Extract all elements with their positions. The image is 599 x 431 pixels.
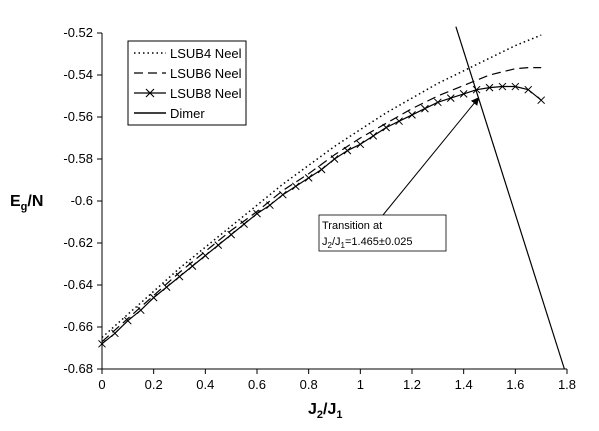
series-layer (98, 26, 565, 370)
series-line-dimer (455, 26, 565, 370)
legend-label-lsub4: LSUB4 Neel (170, 46, 242, 61)
legend-label-lsub8: LSUB8 Neel (170, 86, 242, 101)
transition-annotation: Transition at J2/J1=1.465±0.025 (318, 97, 480, 252)
y-axis-title: Eg/N (10, 193, 43, 213)
series-line-lsub4-neel (101, 34, 542, 339)
legend-item-lsub6: LSUB6 Neel (134, 66, 242, 81)
series-point-lsub8-neel (227, 230, 236, 239)
x-tick-label: 1 (357, 377, 364, 392)
series-line-lsub6-neel (101, 66, 542, 343)
series-point-lsub8-neel (459, 90, 468, 98)
series-point-lsub8-neel (511, 82, 520, 91)
legend: LSUB4 Neel LSUB6 Neel LSUB8 Neel Dimer (127, 40, 247, 126)
series-point-lsub8-neel (188, 262, 197, 270)
annotation-arrow (382, 97, 480, 216)
annotation-line2: J2/J1=1.465±0.025 (322, 236, 412, 250)
y-axis-title-main: E (10, 193, 21, 210)
y-axis-title-sub: g (21, 201, 28, 213)
y-tick-label: -0.64 (63, 277, 93, 292)
legend-label-lsub6: LSUB6 Neel (170, 66, 242, 81)
series-point-lsub8-neel (524, 85, 533, 94)
x-axis-title-sub1: 2 (317, 409, 323, 421)
annotation-line1: Transition at (322, 220, 382, 232)
x-tick-label: 1.8 (558, 377, 576, 392)
annotation-j2-sub: 2 (328, 241, 333, 250)
series-point-lsub8-neel (111, 329, 119, 338)
series-point-lsub8-neel (136, 306, 145, 315)
series-point-lsub8-neel (343, 146, 352, 155)
x-axis-title-slash: /J (323, 401, 336, 418)
series-point-lsub8-neel (240, 220, 248, 228)
series-point-lsub8-neel (175, 272, 184, 281)
series-point-lsub8-neel (291, 182, 300, 191)
x-tick-label: 0.2 (145, 377, 163, 392)
x-tick-label: 0 (98, 377, 105, 392)
series-point-lsub8-neel (214, 241, 223, 249)
x-tick-label: 1.4 (455, 377, 473, 392)
series-point-lsub8-neel (149, 293, 158, 302)
legend-marker-lsub8 (145, 88, 155, 98)
y-tick-label: -0.66 (63, 319, 93, 334)
annotation-j2: J (322, 236, 328, 248)
y-tick-label: -0.54 (63, 67, 93, 82)
series-point-lsub8-neel (356, 140, 365, 149)
series-point-lsub8-neel (266, 201, 274, 210)
series-point-lsub8-neel (201, 251, 210, 260)
legend-item-dimer: Dimer (134, 106, 205, 121)
y-axis-title-rest: /N (27, 193, 43, 210)
x-tick-label: 0.8 (300, 377, 318, 392)
y-tick-label: -0.62 (63, 235, 93, 250)
x-axis-title-main: J (308, 401, 317, 418)
y-tick-label: -0.58 (63, 151, 93, 166)
x-tick-label: 0.4 (196, 377, 214, 392)
y-tick-label: -0.6 (71, 193, 93, 208)
annotation-value: =1.465±0.025 (345, 236, 413, 248)
legend-box (127, 40, 247, 126)
x-tick-label: 1.2 (403, 377, 421, 392)
series-point-lsub8-neel (253, 209, 261, 218)
series-point-lsub8-neel (472, 85, 481, 94)
annotation-j1: /J (332, 236, 341, 248)
x-axis-title-sub2: 1 (336, 409, 342, 421)
series-point-lsub8-neel (408, 111, 416, 119)
legend-item-lsub4: LSUB4 Neel (134, 46, 242, 61)
series-point-lsub8-neel (162, 283, 171, 291)
series-point-lsub8-neel (304, 174, 313, 182)
series-point-lsub8-neel (446, 94, 455, 102)
series-point-lsub8-neel (317, 165, 326, 174)
legend-label-dimer: Dimer (170, 106, 205, 121)
y-tick-label: -0.52 (63, 25, 93, 40)
series-point-lsub8-neel (433, 98, 442, 107)
series-point-lsub8-neel (421, 104, 429, 113)
series-point-lsub8-neel (330, 155, 339, 163)
x-tick-label: 0.6 (248, 377, 266, 392)
series-point-lsub8-neel (382, 123, 391, 132)
series-point-lsub8-neel (485, 83, 494, 92)
legend-item-lsub8: LSUB8 Neel (134, 86, 242, 101)
series-point-lsub8-neel (123, 316, 132, 325)
x-tick-label: 1.6 (506, 377, 524, 392)
x-axis-title: J2/J1 (308, 401, 343, 421)
y-tick-label: -0.56 (63, 109, 93, 124)
y-tick-label: -0.68 (63, 361, 93, 376)
annotation-box (318, 214, 447, 252)
y-ticks: -0.52 -0.54 -0.56 -0.58 -0.6 -0.62 -0.64 -0.66 -… (63, 25, 102, 376)
series-point-lsub8-neel (498, 82, 507, 91)
x-ticks: 0 0.2 0.4 0.6 0.8 1 1.2 1.4 1.6 1.8 (98, 369, 576, 392)
annotation-j1-sub: 1 (341, 241, 346, 250)
series-point-lsub8-neel (369, 132, 378, 140)
series-point-lsub8-neel (278, 190, 287, 199)
series-point-lsub8-neel (395, 117, 403, 126)
series-point-lsub8-neel (537, 96, 546, 105)
